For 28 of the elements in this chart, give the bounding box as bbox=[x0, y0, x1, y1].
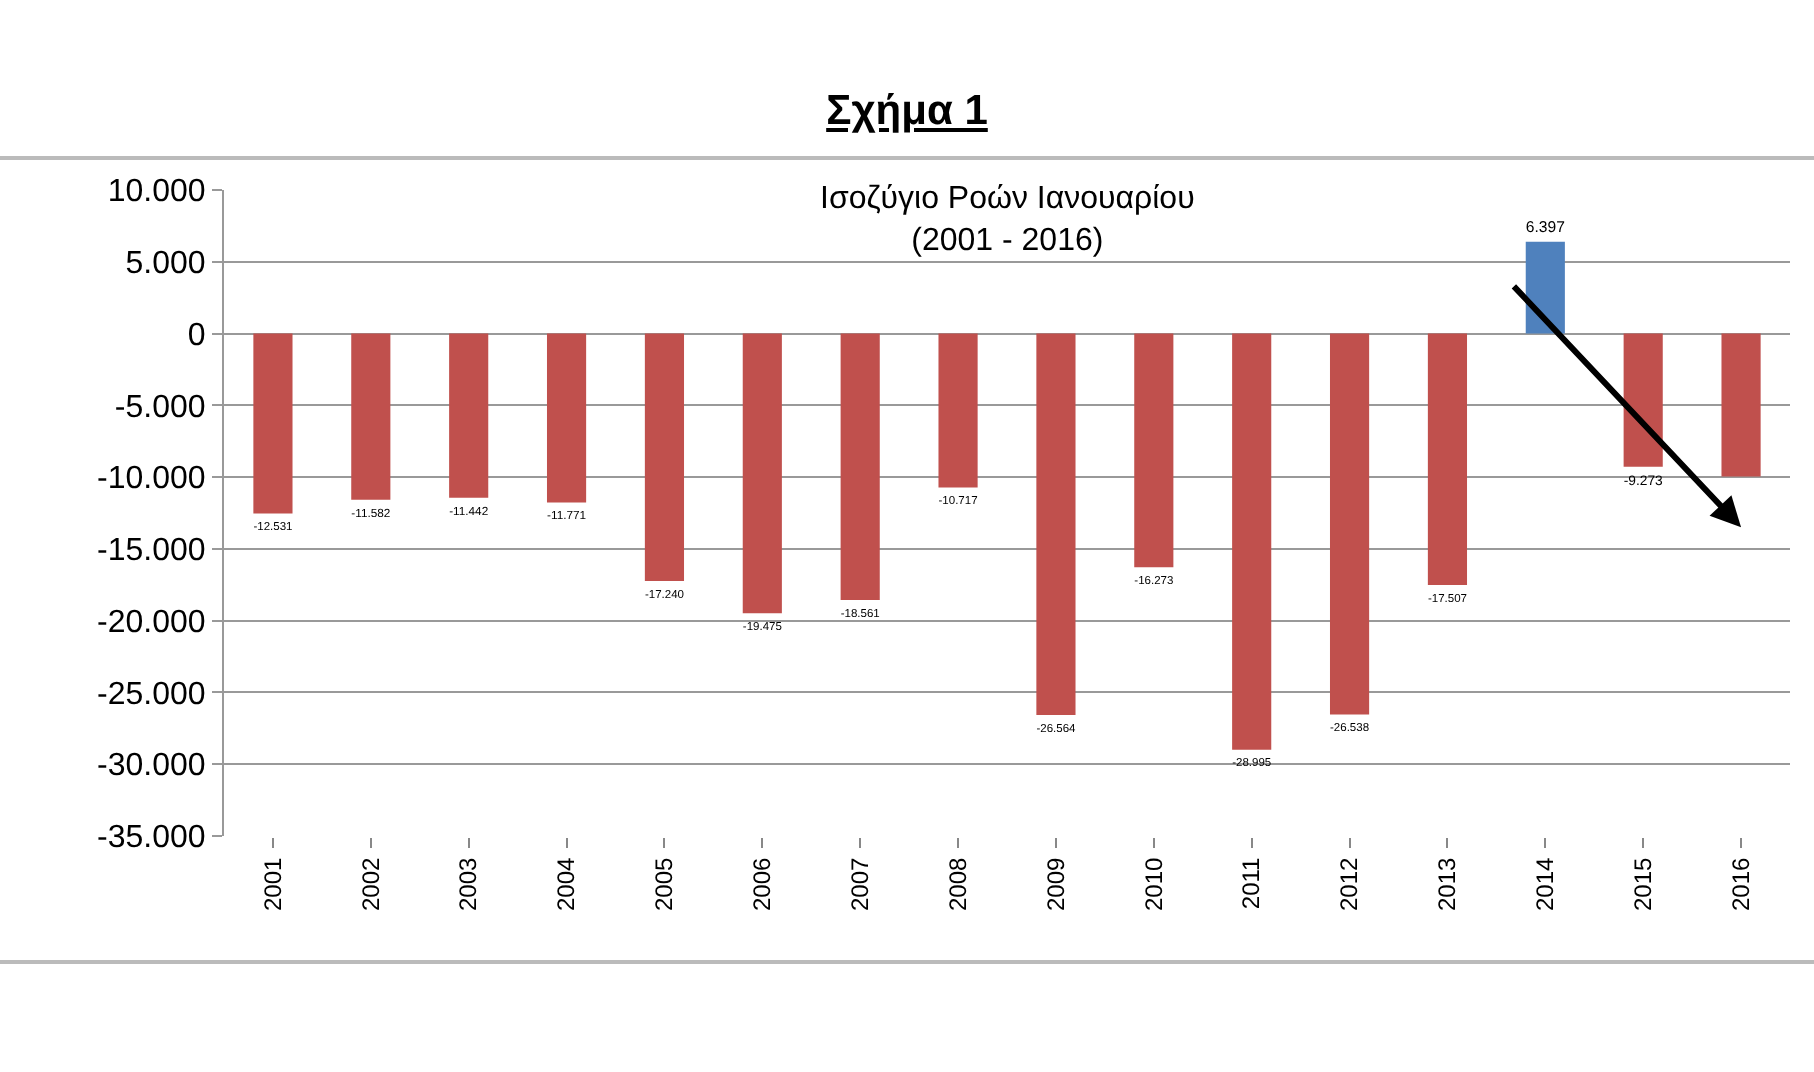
x-tick-label: 2004 bbox=[552, 856, 581, 912]
x-tick-label: 2003 bbox=[454, 856, 483, 912]
x-tick-label: 2016 bbox=[1726, 856, 1755, 912]
chart-title: Σχήμα 1 bbox=[824, 88, 990, 136]
chart-subtitle: Ισοζύγιο Ροών Ιανουαρίου (2001 - 2016) bbox=[820, 182, 1195, 258]
x-tick-label: 2002 bbox=[356, 856, 385, 912]
x-tick-label: 2009 bbox=[1041, 856, 1070, 912]
y-tick-label: 5.000 bbox=[125, 246, 206, 281]
x-tick-label: 2011 bbox=[1237, 856, 1266, 910]
y-tick-label: 10.000 bbox=[107, 175, 206, 210]
y-tick-label: -10.000 bbox=[97, 462, 206, 497]
x-tick-label: 2001 bbox=[258, 856, 287, 912]
x-tick-label: 2007 bbox=[845, 856, 874, 912]
x-tick-label: 2008 bbox=[943, 856, 972, 912]
x-tick-label: 2014 bbox=[1531, 856, 1560, 912]
x-tick-label: 2005 bbox=[650, 856, 679, 912]
y-tick-label: -25.000 bbox=[97, 677, 206, 712]
y-tick-label: -15.000 bbox=[97, 534, 206, 569]
x-tick-label: 2012 bbox=[1335, 856, 1364, 912]
x-tick-label: 2015 bbox=[1628, 856, 1657, 912]
x-tick-label: 2013 bbox=[1433, 856, 1462, 912]
y-tick-label: -5.000 bbox=[114, 390, 206, 425]
x-tick-label: 2006 bbox=[748, 856, 777, 912]
y-tick-label: -30.000 bbox=[97, 749, 206, 784]
y-tick-label: -20.000 bbox=[97, 605, 206, 640]
y-tick-label: 0 bbox=[187, 318, 206, 353]
y-tick-label: -35.000 bbox=[97, 821, 206, 856]
x-tick-label: 2010 bbox=[1139, 856, 1168, 912]
